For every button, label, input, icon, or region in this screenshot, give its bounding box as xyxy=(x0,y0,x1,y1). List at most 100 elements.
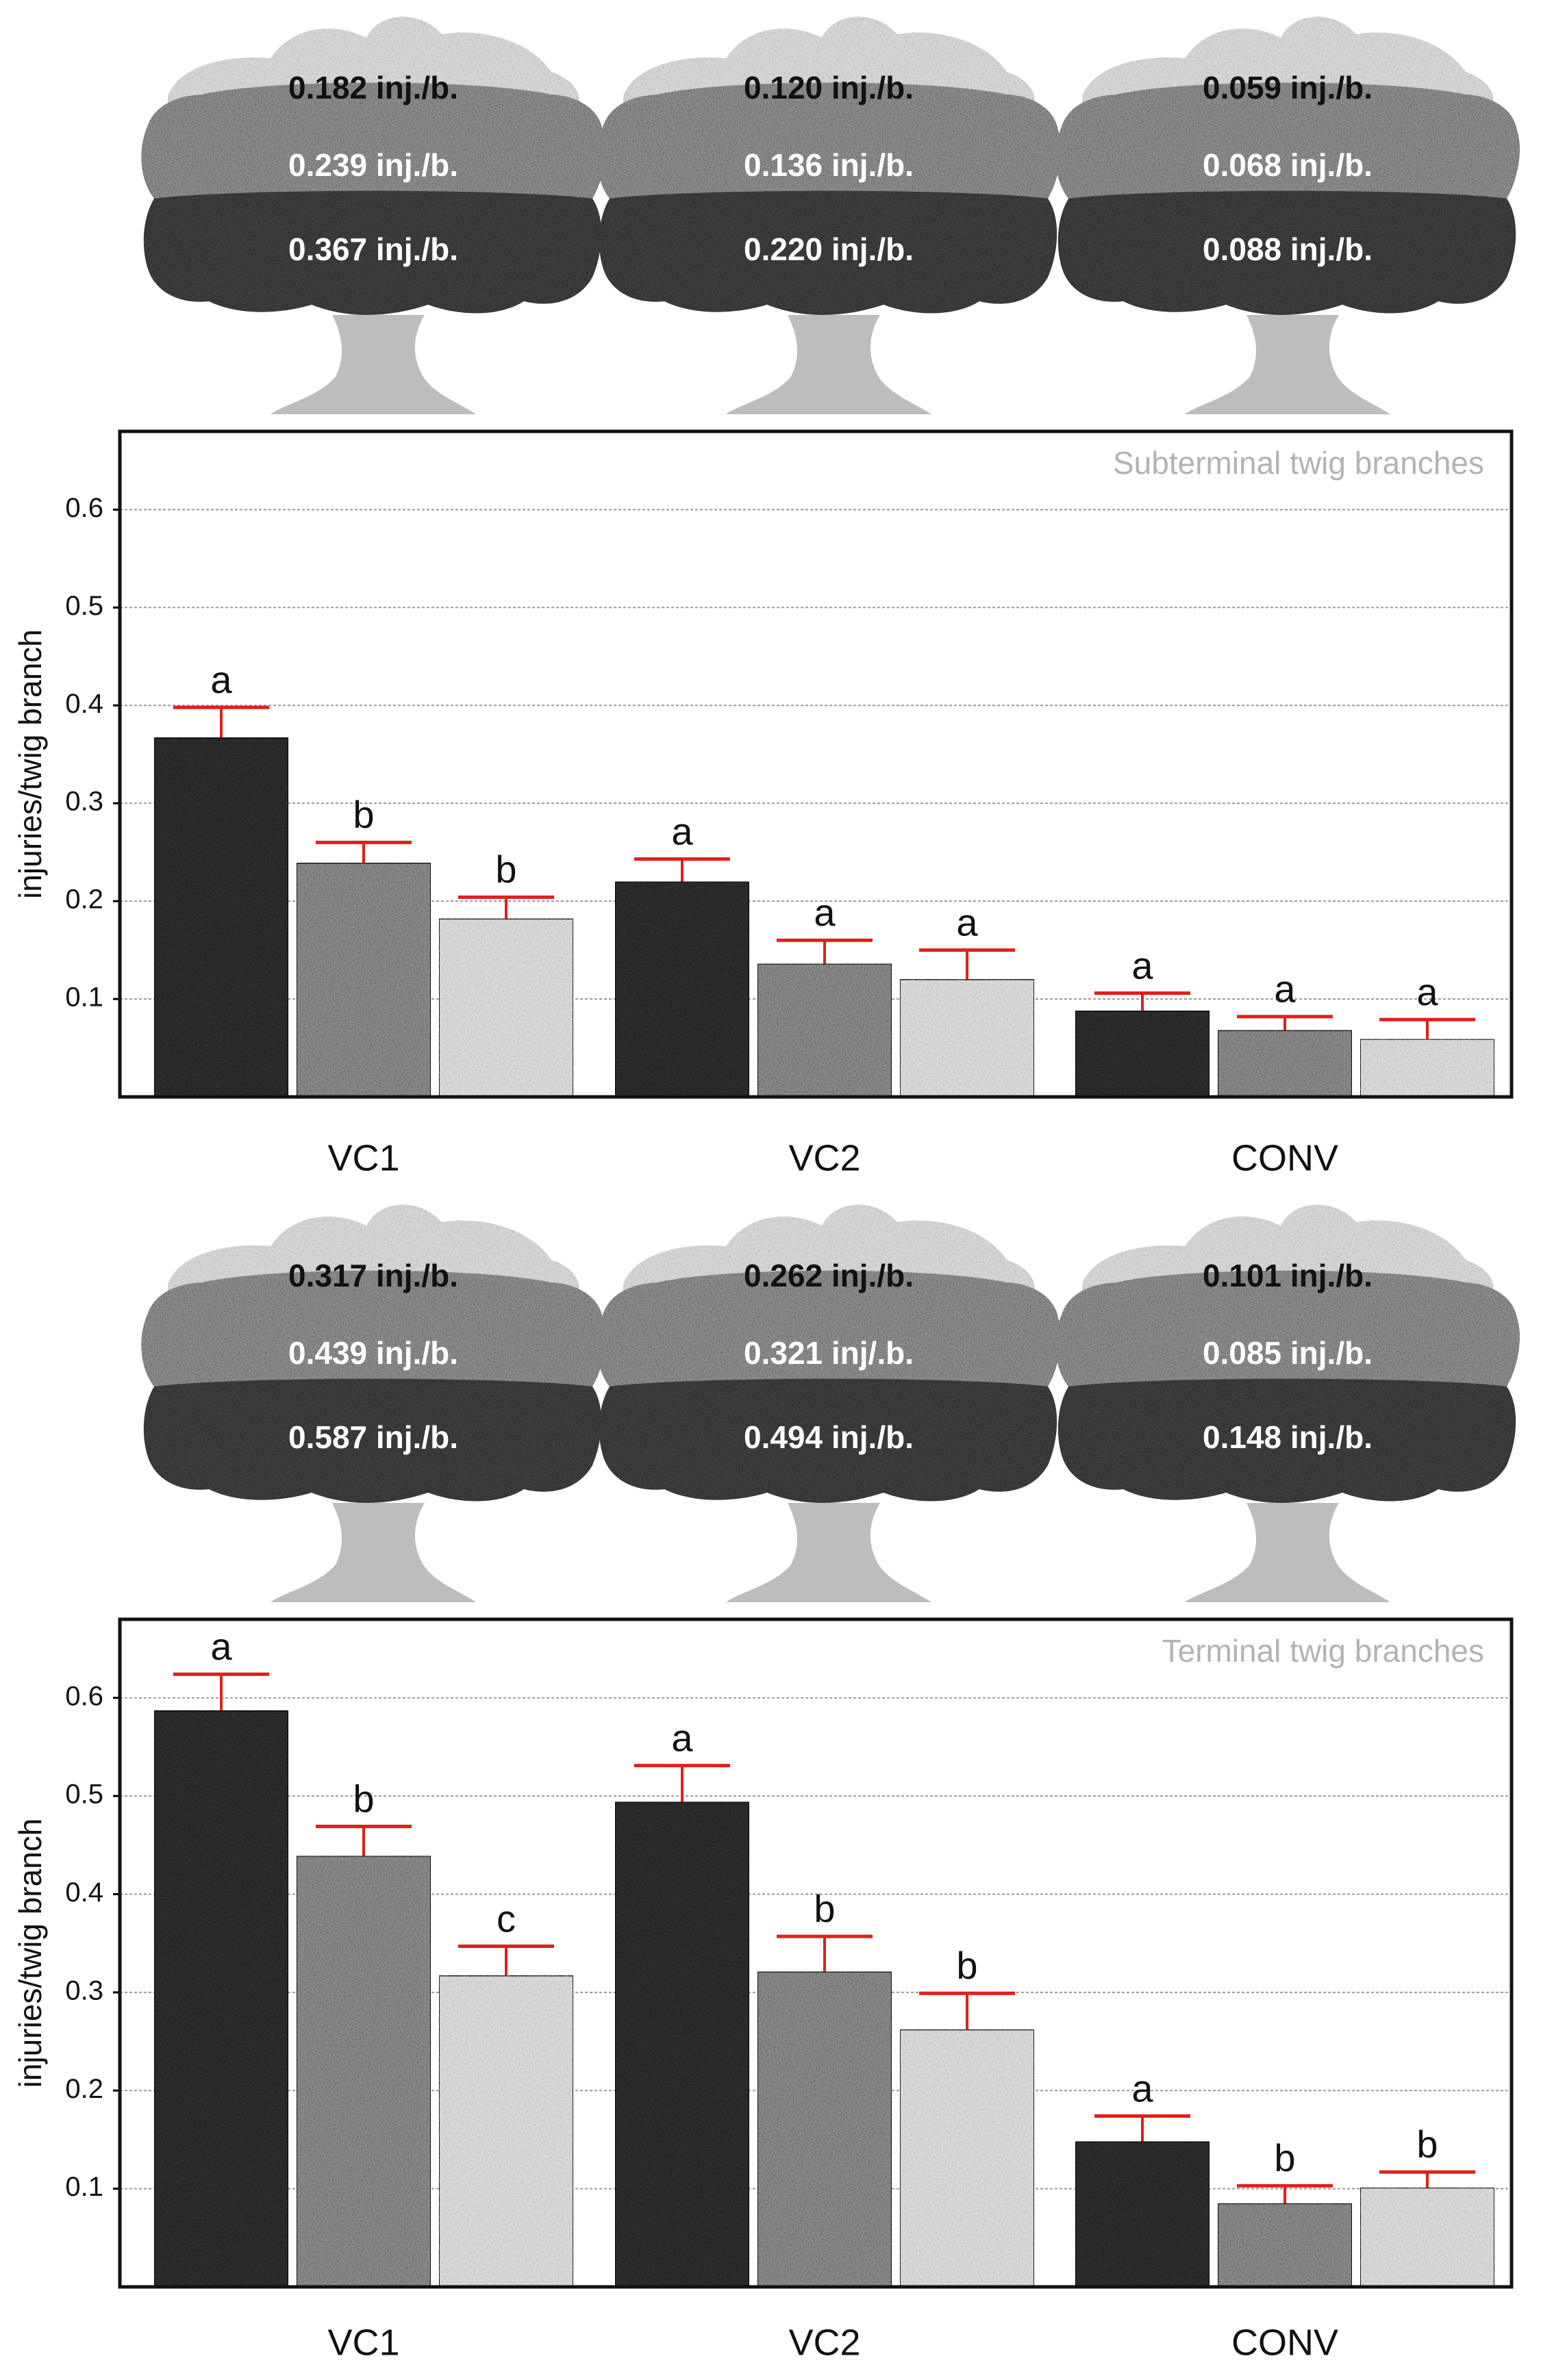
bar xyxy=(1075,2140,1210,2288)
bar xyxy=(899,2029,1035,2288)
bar xyxy=(296,862,431,1098)
bar xyxy=(899,978,1035,1098)
canopy-bottom-band xyxy=(1057,190,1516,315)
y-tick-label: 0.6 xyxy=(65,493,103,523)
tree-illustration: 0.059 inj./b. 0.068 inj./b. 0.088 inj./b. xyxy=(1055,16,1520,414)
significance-letter: b xyxy=(353,1777,374,1820)
y-axis-label: injuries/twig branch xyxy=(12,629,48,899)
canopy-middle-band xyxy=(597,1270,1062,1387)
bar xyxy=(153,1710,289,2288)
tree-illustration: 0.120 inj./b. 0.136 inj./b. 0.220 inj./b. xyxy=(597,16,1062,414)
x-category-label: VC1 xyxy=(327,2322,399,2363)
canopy-bottom-band xyxy=(143,1378,602,1503)
bar xyxy=(296,1855,431,2288)
tree-illustration: 0.182 inj./b. 0.239 inj./b. 0.367 inj./b. xyxy=(141,16,606,414)
significance-letter: a xyxy=(956,900,978,944)
chart-title: Terminal twig branches xyxy=(1162,1633,1484,1669)
y-tick-label: 0.3 xyxy=(65,1975,103,2005)
tree-illustration: 0.317 inj./b. 0.439 inj./b. 0.587 inj./b. xyxy=(141,1204,606,1602)
tree-label-top: 0.262 inj./b. xyxy=(744,1258,914,1293)
bar xyxy=(153,737,289,1098)
y-tick-label: 0.4 xyxy=(65,1877,103,1908)
x-category-label: CONV xyxy=(1231,1137,1338,1178)
significance-letter: b xyxy=(956,1944,977,1987)
bar xyxy=(1075,1010,1210,1098)
canopy-middle-band xyxy=(1055,1270,1520,1387)
y-tick-label: 0.2 xyxy=(65,2074,103,2104)
significance-letter: c xyxy=(497,1897,516,1940)
canopy-bottom-band xyxy=(599,1378,1057,1503)
tree-label-middle: 0.321 inj/.b. xyxy=(744,1335,914,1371)
trees-layer: 0.182 inj./b.0.239 inj./b.0.367 inj./b.0… xyxy=(141,16,1520,1602)
tree-trunk xyxy=(1185,1503,1390,1602)
tree-trunk xyxy=(726,315,931,414)
bar xyxy=(1217,1029,1353,1098)
bar xyxy=(438,917,574,1098)
y-tick-label: 0.1 xyxy=(65,983,103,1013)
bar xyxy=(614,881,750,1098)
canopy-middle-band xyxy=(1055,82,1520,199)
tree-label-top: 0.120 inj./b. xyxy=(744,70,914,105)
tree-label-middle: 0.085 inj./b. xyxy=(1203,1335,1373,1371)
canopy-middle-band xyxy=(597,82,1062,199)
significance-letter: a xyxy=(210,658,232,701)
bar xyxy=(757,1971,892,2288)
significance-letter: a xyxy=(671,1716,693,1759)
significance-letter: a xyxy=(814,891,836,934)
tree-label-middle: 0.136 inj./b. xyxy=(744,147,914,183)
y-tick-label: 0.3 xyxy=(65,787,103,817)
bar xyxy=(1360,2187,1495,2288)
bar xyxy=(1360,1038,1495,1098)
y-axis-label: injuries/twig branch xyxy=(12,1819,48,2088)
x-category-label: VC2 xyxy=(788,2322,860,2363)
significance-letter: a xyxy=(1131,2066,1153,2110)
y-tick-label: 0.1 xyxy=(65,2172,103,2202)
canopy-bottom-band xyxy=(599,190,1057,315)
x-category-label: VC2 xyxy=(788,1137,860,1178)
tree-trunk xyxy=(271,1503,476,1602)
y-tick-label: 0.4 xyxy=(65,689,103,719)
y-tick-label: 0.6 xyxy=(65,1681,103,1711)
significance-letter: b xyxy=(1274,2136,1295,2179)
tree-label-middle: 0.068 inj./b. xyxy=(1203,147,1373,183)
significance-letter: a xyxy=(1416,970,1438,1013)
canopy-bottom-band xyxy=(143,190,602,315)
canopy-bottom-band xyxy=(1057,1378,1516,1503)
tree-label-bottom: 0.367 inj./b. xyxy=(288,231,458,267)
x-category-label: CONV xyxy=(1231,2322,1338,2363)
significance-letter: b xyxy=(353,793,374,836)
tree-label-bottom: 0.088 inj./b. xyxy=(1203,231,1373,267)
plot-frame xyxy=(118,429,1514,1099)
significance-letter: a xyxy=(671,809,693,852)
bar xyxy=(757,963,892,1098)
y-tick-label: 0.5 xyxy=(65,1780,103,1810)
y-tick-label: 0.5 xyxy=(65,591,103,621)
bar xyxy=(614,1801,750,2288)
tree-label-bottom: 0.494 inj./b. xyxy=(744,1419,914,1455)
tree-illustration: 0.262 inj./b. 0.321 inj/.b. 0.494 inj./b. xyxy=(597,1204,1062,1602)
tree-label-bottom: 0.587 inj./b. xyxy=(288,1419,458,1455)
tree-trunk xyxy=(271,315,476,414)
tree-label-top: 0.101 inj./b. xyxy=(1203,1258,1373,1293)
tree-trunk xyxy=(726,1503,931,1602)
y-tick-label: 0.2 xyxy=(65,885,103,915)
chart-panel: 0.1 0.2 0.3 0.4 0.5 0.6 Subterminal twig branc… xyxy=(12,429,1514,1178)
tree-label-top: 0.059 inj./b. xyxy=(1203,70,1373,105)
bar xyxy=(438,1975,574,2288)
significance-letter: b xyxy=(495,848,516,891)
significance-letter: b xyxy=(814,1887,835,1930)
significance-letter: a xyxy=(1274,967,1296,1011)
tree-illustration: 0.101 inj./b. 0.085 inj./b. 0.148 inj./b. xyxy=(1055,1204,1520,1602)
tree-label-middle: 0.439 inj./b. xyxy=(288,1335,458,1371)
tree-label-bottom: 0.148 inj./b. xyxy=(1203,1419,1373,1455)
tree-label-top: 0.182 inj./b. xyxy=(288,70,458,105)
tree-label-bottom: 0.220 inj./b. xyxy=(744,231,914,267)
significance-letter: a xyxy=(210,1625,232,1668)
chart-panel: 0.1 0.2 0.3 0.4 0.5 0.6 Terminal twig branches… xyxy=(12,1617,1514,2363)
significance-letter: a xyxy=(1131,944,1153,987)
plot-frame xyxy=(118,1617,1514,2289)
canopy-middle-band xyxy=(141,82,606,199)
charts-layer: 0.1 0.2 0.3 0.4 0.5 0.6 Subterminal twig branc… xyxy=(12,429,1514,2363)
bar xyxy=(1217,2203,1353,2288)
